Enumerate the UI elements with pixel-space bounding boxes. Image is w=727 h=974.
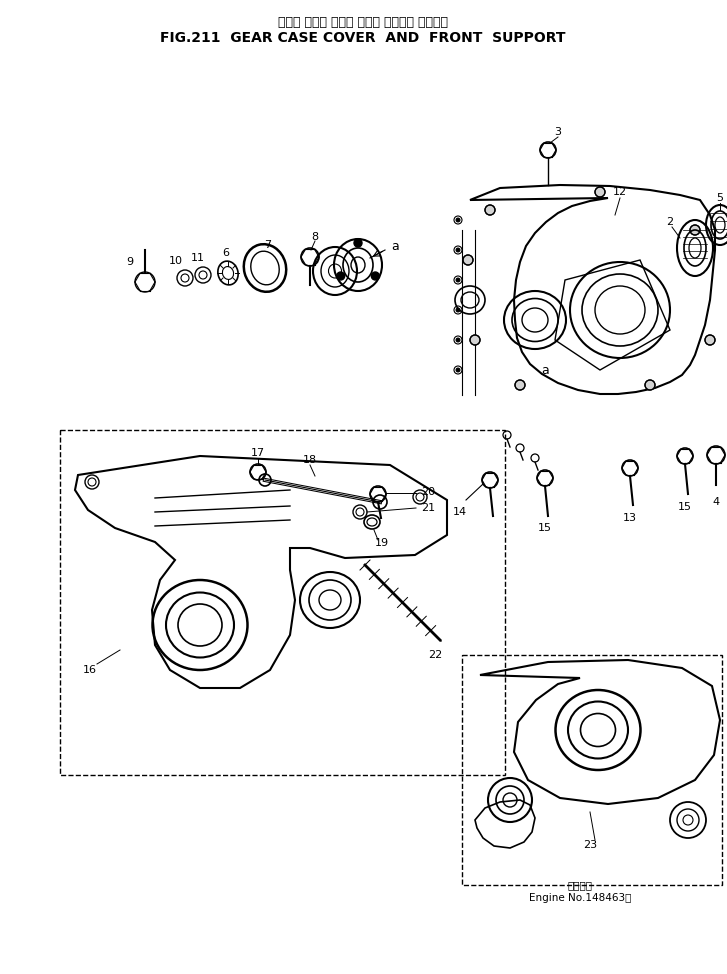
Text: 12: 12 [613, 187, 627, 197]
Text: a: a [391, 241, 399, 253]
Bar [60, 430, 505, 775]
Circle shape [456, 338, 460, 342]
Text: 17: 17 [251, 448, 265, 458]
Text: 19: 19 [375, 538, 389, 548]
Text: Engine No.148463～: Engine No.148463～ [529, 893, 631, 903]
Text: 21: 21 [421, 503, 435, 513]
Circle shape [456, 218, 460, 222]
Text: 18: 18 [303, 455, 317, 465]
Circle shape [515, 380, 525, 390]
Text: 20: 20 [421, 487, 435, 497]
Text: 13: 13 [623, 513, 637, 523]
Text: 23: 23 [583, 840, 597, 850]
Text: 適用号等: 適用号等 [568, 880, 593, 890]
Bar [462, 655, 722, 885]
Text: 16: 16 [83, 665, 97, 675]
Text: 6: 6 [222, 248, 230, 258]
Circle shape [595, 187, 605, 197]
Text: 9: 9 [126, 257, 134, 267]
Circle shape [456, 368, 460, 372]
Circle shape [470, 335, 480, 345]
Circle shape [690, 225, 700, 235]
Circle shape [456, 308, 460, 312]
Text: 3: 3 [555, 127, 561, 137]
Circle shape [705, 335, 715, 345]
Text: 15: 15 [538, 523, 552, 533]
Text: 7: 7 [265, 240, 272, 250]
Text: 10: 10 [169, 256, 183, 266]
Circle shape [645, 380, 655, 390]
Text: 22: 22 [428, 650, 442, 660]
Text: ギヤー ケース カバー および フロント サポート: ギヤー ケース カバー および フロント サポート [278, 16, 448, 28]
Circle shape [371, 272, 379, 280]
Text: 11: 11 [191, 253, 205, 263]
Text: 15: 15 [678, 502, 692, 512]
Circle shape [337, 272, 345, 280]
Text: 2: 2 [667, 217, 673, 227]
Circle shape [456, 248, 460, 252]
Text: 5: 5 [717, 193, 723, 203]
Circle shape [456, 278, 460, 282]
Circle shape [354, 239, 362, 247]
Text: 14: 14 [453, 507, 467, 517]
Text: FIG.211  GEAR CASE COVER  AND  FRONT  SUPPORT: FIG.211 GEAR CASE COVER AND FRONT SUPPOR… [160, 31, 566, 45]
Circle shape [463, 255, 473, 265]
Circle shape [485, 205, 495, 215]
Text: a: a [541, 363, 549, 377]
Text: 8: 8 [311, 232, 318, 242]
Text: 4: 4 [712, 497, 720, 507]
